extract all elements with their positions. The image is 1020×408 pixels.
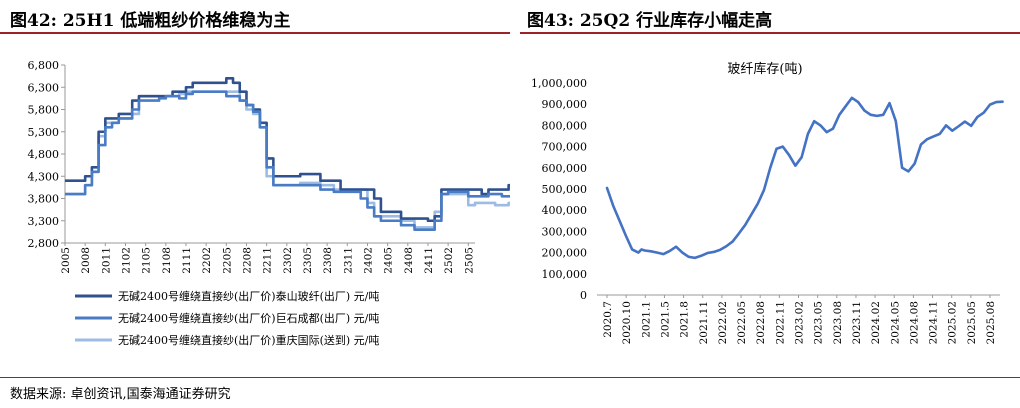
footer-rule — [0, 377, 1020, 378]
right-chart-title: 图43: 25Q2 行业库存小幅走高 — [527, 11, 773, 31]
y-tick-label: 0 — [580, 289, 587, 302]
y-tick-label: 5,800 — [28, 104, 60, 117]
left-title-rule — [0, 32, 510, 34]
x-tick-label: 2024.02 — [870, 301, 882, 344]
x-tick-label: 2024.05 — [889, 301, 901, 344]
data-source-note: 数据来源: 卓创资讯,国泰海通证券研究 — [10, 387, 231, 402]
y-tick-label: 600,000 — [542, 162, 588, 175]
x-tick-label: 2021.1 — [640, 301, 652, 338]
x-tick-label: 2021.5 — [659, 301, 671, 338]
x-tick-label: 2022.11 — [774, 301, 786, 344]
x-tick-label: 2011 — [100, 247, 112, 274]
inventory-chart-title: 玻纤库存(吨) — [727, 61, 802, 77]
x-tick-label: 2311 — [342, 247, 354, 274]
right-inventory-chart: 玻纤库存(吨) 0 100,000 200,000 300,000 400,000 500,… — [531, 61, 1004, 344]
x-tick-label: 2023.11 — [851, 301, 863, 344]
x-tick-label: 2025.02 — [947, 301, 959, 344]
x-tick-label: 2020.7 — [602, 301, 614, 338]
x-tick-label: 2205 — [221, 247, 233, 274]
x-tick-label: 2105 — [141, 247, 153, 274]
legend-label-1: 无碱2400号缠绕直接纱(出厂价)泰山玻纤(出厂) 元/吨 — [118, 289, 379, 303]
x-tick-label: 2022.02 — [717, 301, 729, 344]
y-tick-label: 300,000 — [542, 225, 588, 238]
x-tick-label: 2025.05 — [966, 301, 978, 344]
x-tick-label: 2024.08 — [908, 301, 920, 344]
y-tick-label: 800,000 — [542, 119, 588, 132]
x-tick-label: 2021.11 — [698, 301, 710, 344]
x-tick-label: 2108 — [161, 247, 173, 274]
x-tick-label: 2402 — [362, 247, 374, 274]
x-tick-label: 2025.08 — [985, 301, 997, 344]
x-tick-label: 2505 — [463, 247, 475, 274]
y-tick-label: 1,000,000 — [531, 77, 587, 90]
x-tick-label: 2021.8 — [679, 301, 691, 338]
y-tick-label: 400,000 — [542, 204, 588, 217]
x-tick-label: 2022.05 — [736, 301, 748, 344]
y-tick-label: 3,300 — [28, 215, 60, 228]
y-tick-label: 3,800 — [28, 193, 60, 206]
x-tick-label: 2008 — [80, 247, 92, 274]
x-tick-label: 2023.05 — [813, 301, 825, 344]
y-tick-label: 500,000 — [542, 183, 588, 196]
x-tick-label: 2020.10 — [621, 301, 633, 344]
x-tick-label: 2405 — [383, 247, 395, 274]
right-title-rule — [520, 32, 1020, 34]
x-tick-label: 2202 — [201, 247, 213, 274]
x-tick-label: 2305 — [302, 247, 314, 274]
y-tick-label: 4,300 — [28, 170, 60, 183]
x-tick-label: 2111 — [181, 247, 193, 274]
x-tick-label: 2208 — [241, 247, 253, 274]
price-series-line-1 — [65, 77, 510, 223]
legend-label-3: 无碱2400号缠绕直接纱(出厂价)重庆国际(送到) 元/吨 — [118, 333, 379, 347]
y-tick-label: 6,300 — [28, 81, 60, 94]
x-tick-label: 2502 — [443, 247, 455, 274]
legend-label-2: 无碱2400号缠绕直接纱(出厂价)巨石成都(出厂) 元/吨 — [118, 311, 379, 325]
inventory-series-line — [605, 96, 1004, 260]
y-tick-label: 200,000 — [542, 247, 588, 260]
y-tick-label: 5,300 — [28, 126, 60, 139]
y-tick-label: 2,800 — [28, 237, 60, 250]
left-chart-title: 图42: 25H1 低端粗纱价格维稳为主 — [10, 11, 291, 31]
x-tick-label: 2005 — [60, 247, 72, 274]
y-tick-label: 100,000 — [542, 268, 588, 281]
y-tick-label: 900,000 — [542, 98, 588, 111]
x-tick-label: 2302 — [282, 247, 294, 274]
x-tick-label: 2022.08 — [755, 301, 767, 344]
price-series-line-2 — [65, 90, 510, 231]
x-tick-label: 2024.11 — [928, 301, 940, 344]
x-tick-label: 2408 — [403, 247, 415, 274]
y-tick-label: 6,800 — [28, 59, 60, 72]
left-price-chart: 2,800 3,300 3,800 4,300 4,800 5,300 5,800 6,300… — [28, 59, 510, 347]
x-tick-label: 2023.08 — [832, 301, 844, 344]
x-tick-label: 2102 — [120, 247, 132, 274]
x-tick-label: 2308 — [322, 247, 334, 274]
x-tick-label: 2023.02 — [794, 301, 806, 344]
y-tick-label: 4,800 — [28, 148, 60, 161]
x-tick-label: 2211 — [262, 247, 274, 274]
x-tick-label: 2411 — [423, 247, 435, 274]
y-tick-label: 700,000 — [542, 141, 588, 154]
